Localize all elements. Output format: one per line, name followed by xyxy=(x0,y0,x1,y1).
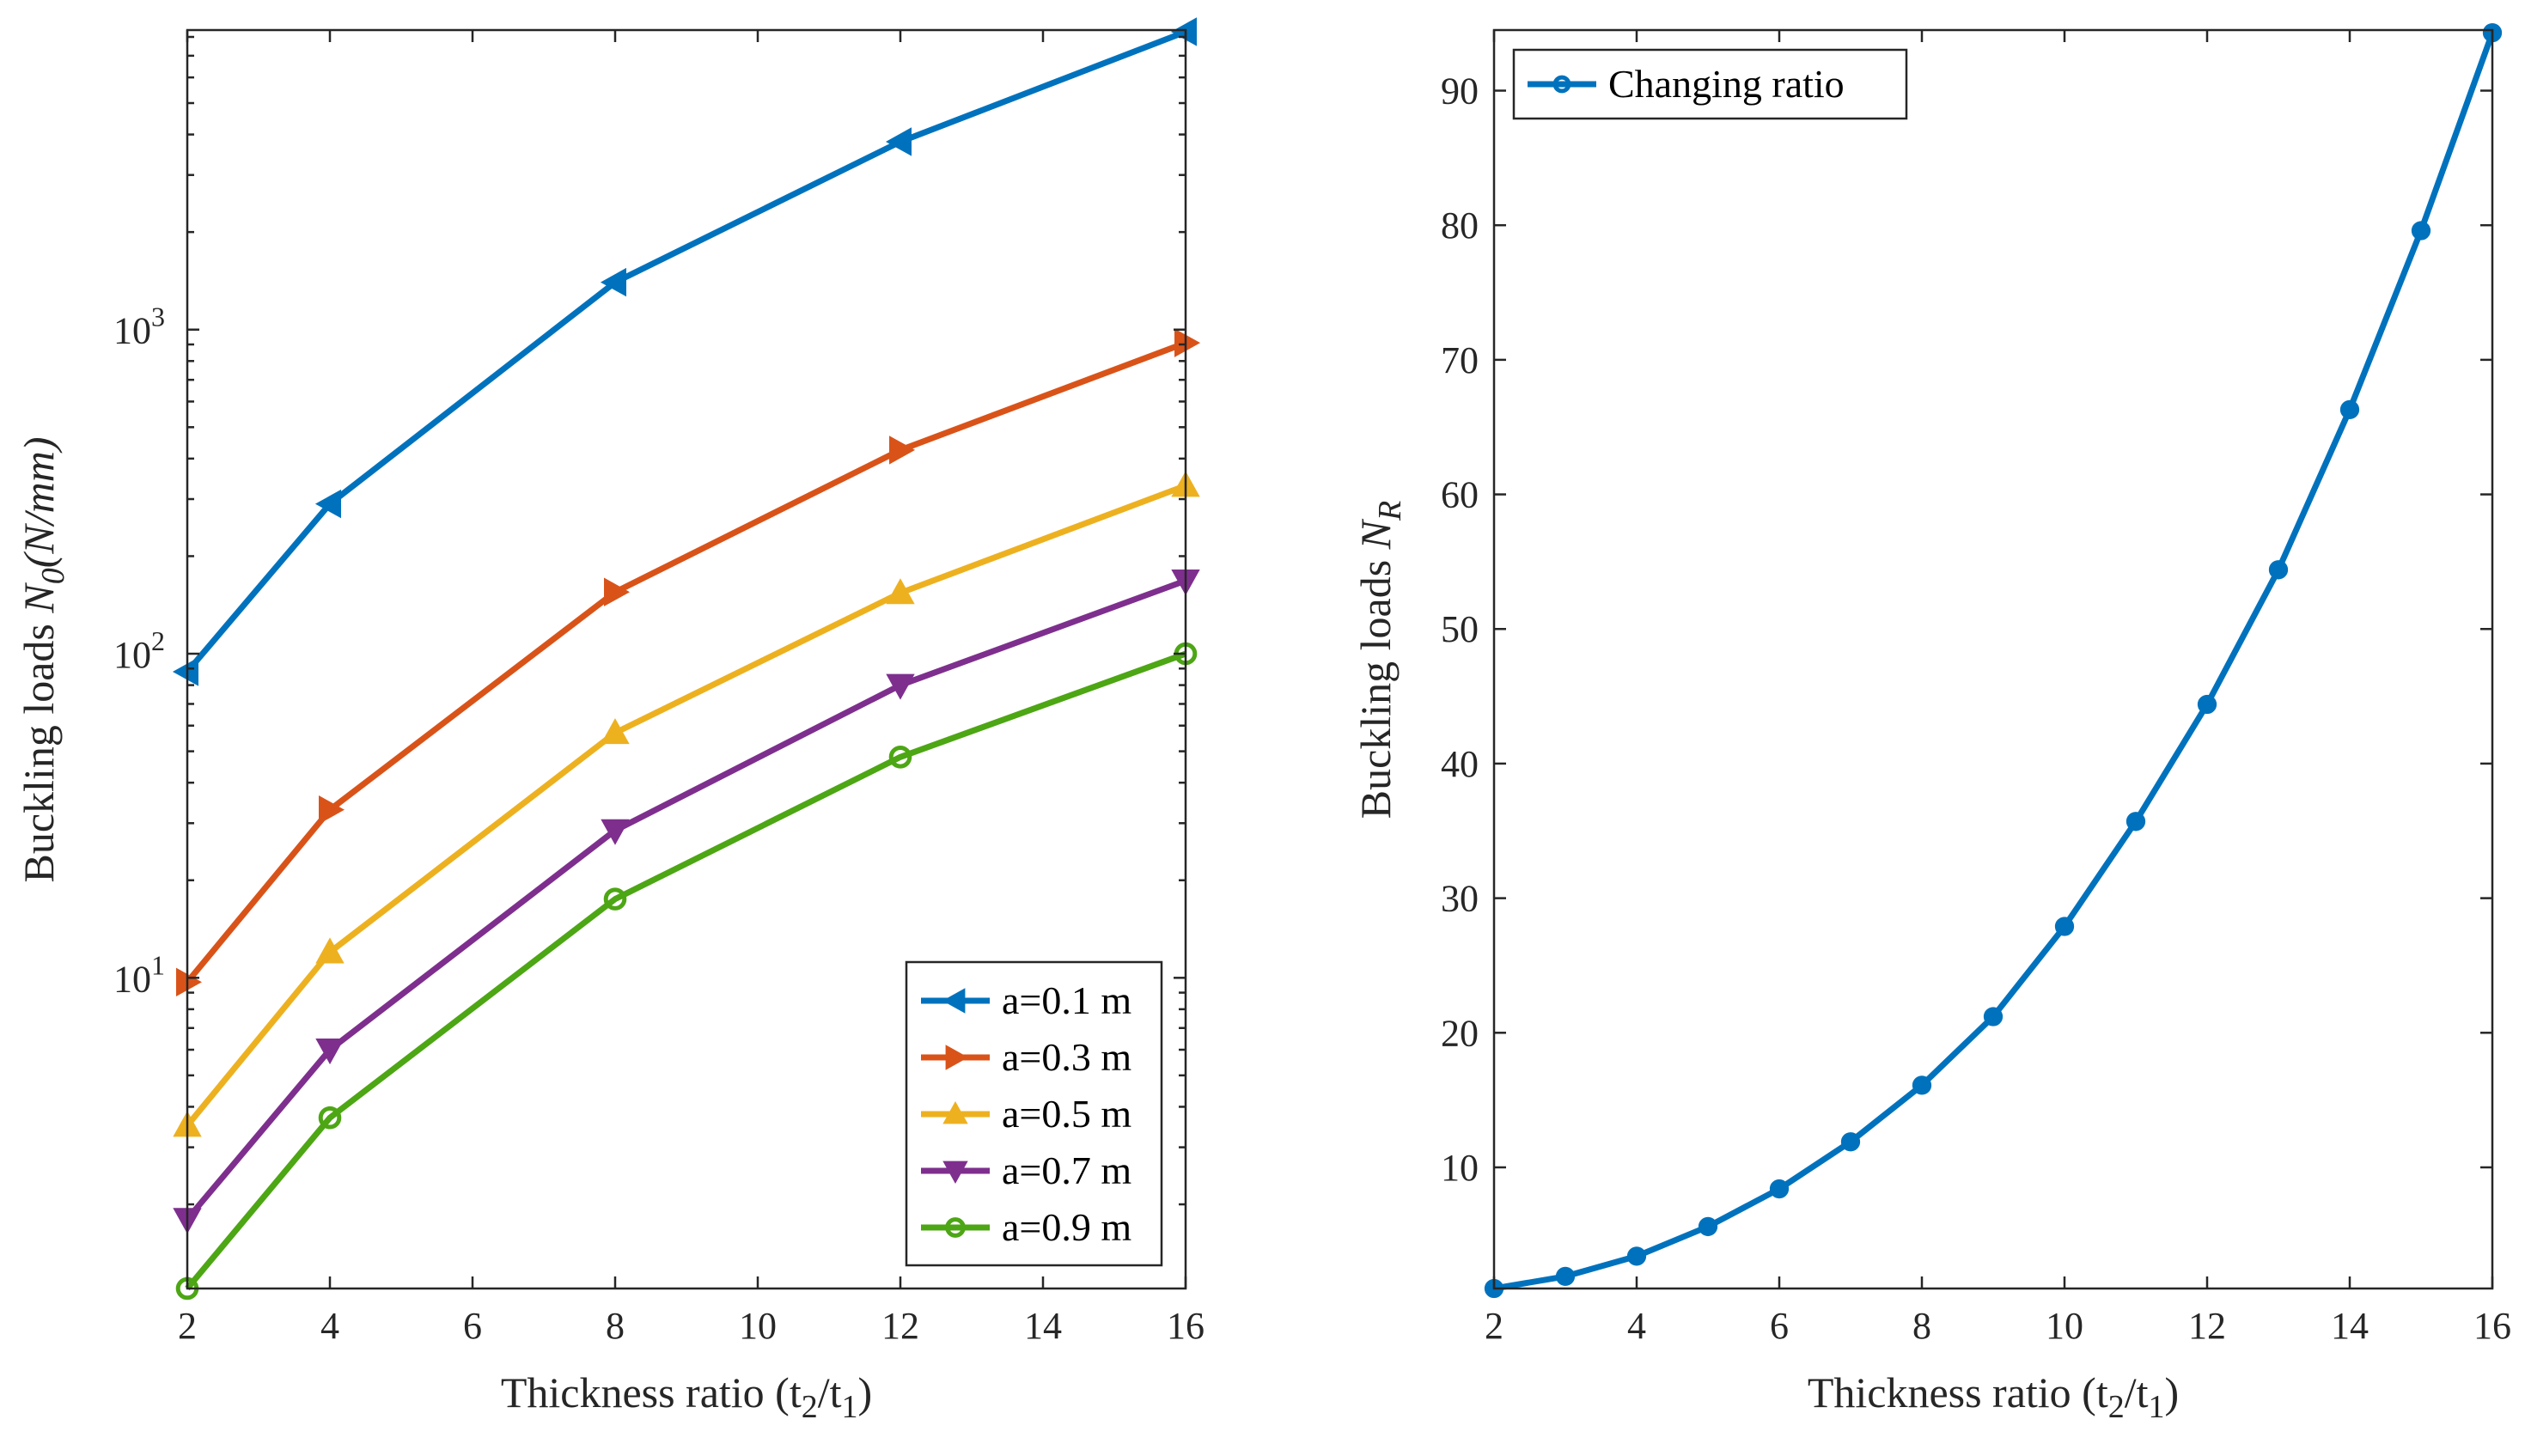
right-plot-area xyxy=(1494,30,2492,1288)
data-point xyxy=(885,127,912,156)
legend-marker-4 xyxy=(945,1217,966,1238)
left-plot-panel: 2 4 6 8 10 12 14 16 101 102 103 Thickness ratio (t… xyxy=(15,17,1205,1425)
data-point xyxy=(1174,328,1201,357)
y-tick-label: 90 xyxy=(1441,70,1479,113)
left-axes-box xyxy=(186,28,1187,1290)
data-point xyxy=(2411,221,2431,241)
legend-label-0: a=0.1 m xyxy=(1002,978,1131,1022)
data-point xyxy=(601,819,630,845)
x-tick-label: 6 xyxy=(1770,1305,1789,1347)
left-y-axis-title: Buckling loads N0(N/mm) xyxy=(15,437,71,883)
data-point xyxy=(1912,1075,1932,1095)
data-point xyxy=(319,795,345,825)
data-point xyxy=(1170,17,1197,46)
data-point xyxy=(1626,1246,1647,1266)
data-point xyxy=(600,267,626,297)
right-legend: Changing ratio xyxy=(1512,48,1908,120)
y-tick-label: 70 xyxy=(1441,339,1479,381)
x-tick-label: 4 xyxy=(320,1305,339,1347)
series-line-4 xyxy=(185,650,1187,1291)
data-point xyxy=(2054,917,2075,936)
y-tick-label: 102 xyxy=(113,625,165,676)
y-tick-label: 80 xyxy=(1441,204,1479,247)
data-point xyxy=(604,577,631,606)
right-series-group xyxy=(1484,22,2503,1299)
x-tick-label: 8 xyxy=(606,1305,625,1347)
y-tick-label: 60 xyxy=(1441,474,1479,516)
legend-label-3: a=0.7 m xyxy=(1002,1148,1131,1192)
x-tick-label: 2 xyxy=(1485,1305,1503,1347)
data-point xyxy=(603,887,627,911)
data-point xyxy=(1698,1216,1718,1237)
x-tick-label: 16 xyxy=(1167,1305,1205,1347)
legend-label-0: Changing ratio xyxy=(1608,62,1845,106)
y-tick-label: 101 xyxy=(113,949,165,1000)
legend-marker-3 xyxy=(942,1161,968,1185)
legend-label-1: a=0.3 m xyxy=(1002,1035,1131,1079)
x-tick-label: 14 xyxy=(1024,1305,1062,1347)
data-point xyxy=(315,1039,345,1065)
x-tick-label: 2 xyxy=(178,1305,197,1347)
x-tick-label: 16 xyxy=(2473,1305,2511,1347)
x-tick-label: 4 xyxy=(1627,1305,1646,1347)
y-tick-label: 50 xyxy=(1441,608,1479,650)
y-tick-label: 10 xyxy=(1441,1147,1479,1189)
x-tick-label: 8 xyxy=(1912,1305,1931,1347)
right-y-axis-title: Buckling loads NR xyxy=(1351,501,1408,819)
data-point xyxy=(1840,1132,1861,1152)
data-point xyxy=(2126,812,2146,832)
legend-marker-2 xyxy=(942,1100,968,1124)
x-tick-label: 10 xyxy=(739,1305,777,1347)
y-tick-label: 30 xyxy=(1441,878,1479,920)
data-point xyxy=(889,436,916,465)
data-point xyxy=(601,718,630,745)
data-point xyxy=(318,1106,342,1130)
x-tick-label: 12 xyxy=(881,1305,919,1347)
data-point xyxy=(886,673,915,700)
data-point xyxy=(172,657,198,686)
data-point xyxy=(314,489,341,519)
y-tick-label: 20 xyxy=(1441,1012,1479,1054)
right-x-axis-title: Thickness ratio (t2/t1) xyxy=(1808,1368,2179,1425)
data-point xyxy=(176,967,203,997)
data-point xyxy=(2339,399,2360,419)
right-axes-box xyxy=(1492,28,2494,1290)
left-x-axis-title: Thickness ratio (t2/t1) xyxy=(501,1368,872,1425)
right-ticks-group: 2 4 6 8 10 12 14 16 10 20 30 40 50 60 70 80 90 xyxy=(1441,30,2511,1347)
legend-label-4: a=0.9 m xyxy=(1002,1205,1131,1249)
x-tick-label: 6 xyxy=(463,1305,482,1347)
data-point xyxy=(1555,1266,1576,1287)
y-tick-label: 103 xyxy=(113,302,165,352)
data-point xyxy=(315,937,345,964)
x-tick-label: 10 xyxy=(2046,1305,2083,1347)
data-point xyxy=(1983,1007,2004,1027)
legend-label-2: a=0.5 m xyxy=(1002,1092,1131,1136)
data-point xyxy=(2268,560,2289,580)
data-point xyxy=(1769,1179,1790,1199)
data-point xyxy=(886,578,915,605)
x-tick-label: 12 xyxy=(2188,1305,2226,1347)
legend-marker-0 xyxy=(942,988,966,1014)
x-tick-label: 14 xyxy=(2331,1305,2369,1347)
right-plot-panel: 2 4 6 8 10 12 14 16 10 20 30 40 50 60 70 80 90 Thickness… xyxy=(1351,22,2511,1425)
data-point xyxy=(2197,694,2217,715)
left-series-group xyxy=(172,17,1201,1301)
legend-marker-1 xyxy=(945,1045,969,1070)
left-ticks-group: 2 4 6 8 10 12 14 16 101 102 103 xyxy=(113,30,1205,1347)
legend-marker-0 xyxy=(1552,75,1571,94)
y-tick-label: 40 xyxy=(1441,743,1479,785)
data-point xyxy=(888,745,912,769)
left-legend: a=0.1 m a=0.3 m a=0.5 m a=0.7 m a=0.9 m xyxy=(905,960,1163,1267)
